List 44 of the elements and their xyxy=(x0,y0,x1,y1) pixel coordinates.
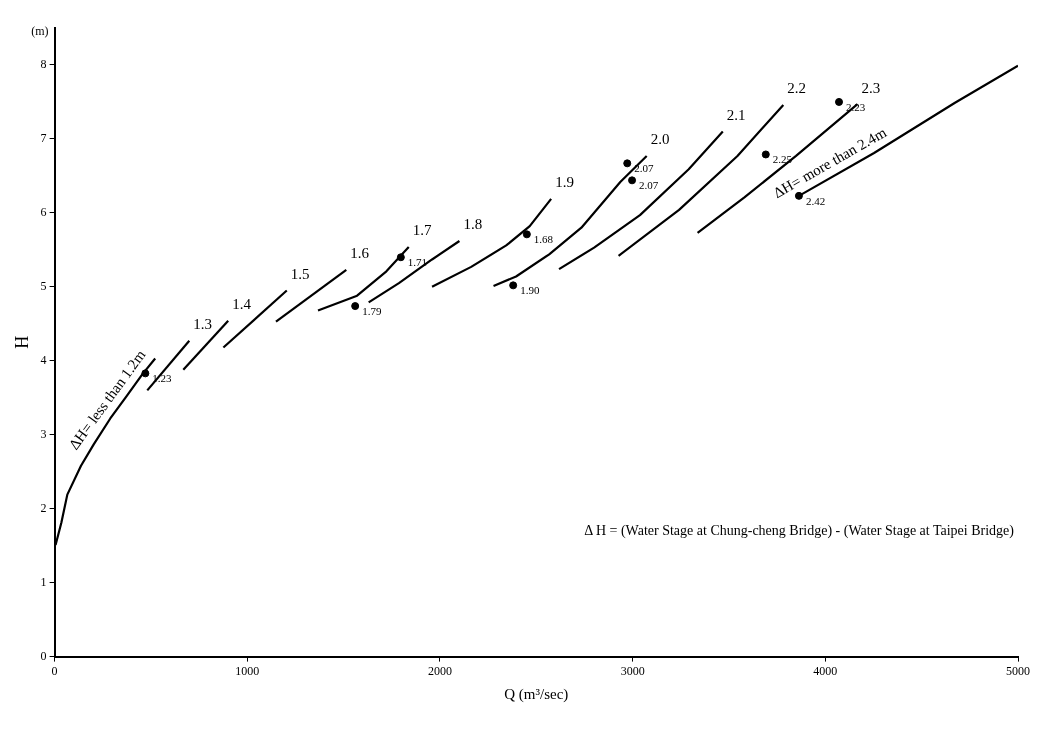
x-tick-label: 0 xyxy=(51,663,58,678)
point xyxy=(761,150,770,159)
x-tick-label: 1000 xyxy=(235,663,260,678)
annotation: 1.79 xyxy=(362,304,382,317)
annotation: 1.68 xyxy=(533,233,554,246)
text: (m) xyxy=(31,24,49,39)
y-tick-label: 8 xyxy=(40,57,47,72)
x-axis-title: Q (m³/sec) xyxy=(504,685,569,703)
series-label: 2.0 xyxy=(650,131,670,148)
y-tick-label: 3 xyxy=(40,426,47,441)
y-tick-label: 1 xyxy=(40,574,47,589)
annotation: 1.71 xyxy=(407,256,428,269)
point xyxy=(522,230,531,239)
series-label: 2.3 xyxy=(861,79,881,96)
y-tick-label: 2 xyxy=(40,500,47,515)
annotation: 2.07 xyxy=(639,179,659,192)
point xyxy=(351,302,360,311)
x-tick-label: 4000 xyxy=(813,663,838,678)
annotation: 1.90 xyxy=(520,284,540,297)
x-tick-label: 3000 xyxy=(620,663,645,678)
series-label: 1.8 xyxy=(463,216,483,233)
y-tick-label: 0 xyxy=(40,648,47,663)
annotation: 2.07 xyxy=(634,162,654,175)
y-tick-label: 5 xyxy=(40,278,47,293)
point xyxy=(509,281,518,290)
annotation: Δ H = (Water Stage at Chung-cheng Bridge) - (Water Stage at Taipei Bridge) xyxy=(584,522,1015,539)
series-label: 1.4 xyxy=(232,296,252,313)
series-label: 2.2 xyxy=(787,80,807,97)
series-label: 1.6 xyxy=(350,245,370,262)
series-label: 1.9 xyxy=(555,174,574,191)
series-label: 1.3 xyxy=(193,316,213,333)
series-label: 2.1 xyxy=(726,106,746,123)
y-tick-label: 6 xyxy=(40,205,47,220)
y-tick-label: 7 xyxy=(40,131,47,146)
annotation: 2.42 xyxy=(805,194,826,207)
x-tick-label: 2000 xyxy=(427,663,452,678)
point xyxy=(623,159,632,168)
y-tick-label: 4 xyxy=(40,352,47,367)
y-axis-title: H xyxy=(11,335,32,349)
series-label: 1.7 xyxy=(412,222,432,239)
x-tick-label: 5000 xyxy=(1006,663,1030,678)
point xyxy=(628,176,637,185)
series-label: 1.5 xyxy=(290,265,310,282)
point xyxy=(835,97,843,106)
